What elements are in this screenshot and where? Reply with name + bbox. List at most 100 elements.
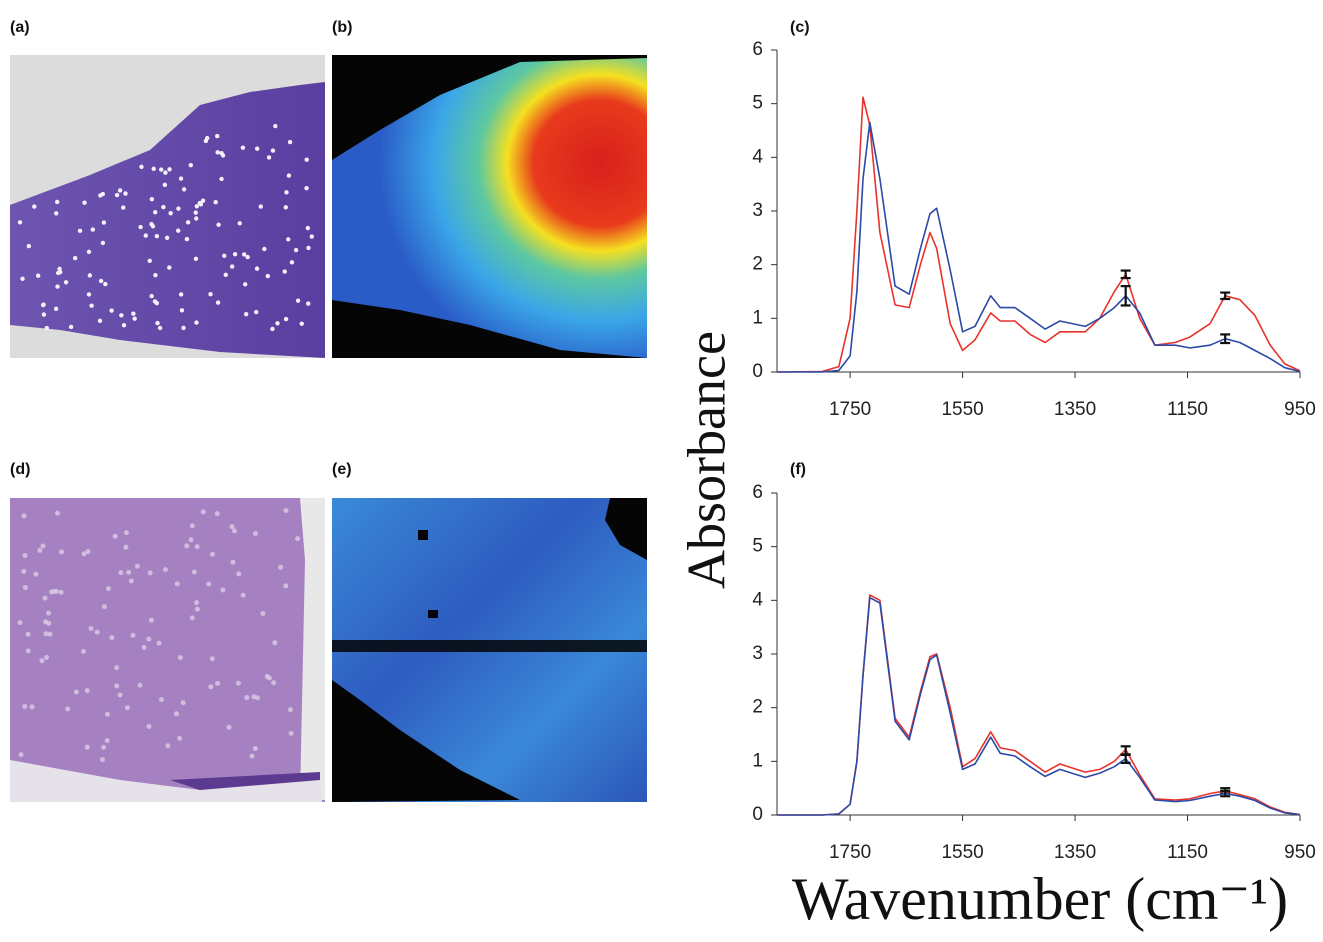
cell-dot <box>54 510 60 516</box>
cell-dot <box>176 206 181 211</box>
x-tick-label: 1350 <box>1054 842 1096 863</box>
cell-dot <box>181 325 186 331</box>
panel-label: (d) <box>10 461 30 478</box>
cell-dot <box>185 220 191 225</box>
cell-dot <box>194 320 199 325</box>
x-tick-label: 1750 <box>829 842 871 863</box>
spectrum-line <box>777 594 1301 816</box>
cell-dot <box>104 738 110 744</box>
cell-dot <box>215 133 220 139</box>
cell-dot <box>253 309 259 315</box>
cell-dot <box>37 547 43 553</box>
panel-label: (e) <box>332 461 352 478</box>
cell-dot <box>193 256 199 261</box>
y-tick-label: 1 <box>752 750 763 771</box>
cell-dot <box>177 655 183 661</box>
x-tick-label: 950 <box>1284 842 1316 863</box>
cell-dot <box>55 284 60 289</box>
cell-dot <box>124 705 130 711</box>
error-bar <box>1120 269 1131 280</box>
cell-dot <box>147 570 153 576</box>
panel-label: (f) <box>790 461 806 478</box>
cell-dot <box>104 711 110 717</box>
cell-dot <box>44 325 50 331</box>
y-tick-label: 5 <box>752 536 763 557</box>
cell-dot <box>179 308 185 313</box>
cell-dot <box>305 225 311 231</box>
panel-label: (a) <box>10 19 30 36</box>
cell-dot <box>134 563 140 569</box>
cell-dot <box>200 509 206 515</box>
cell-dot <box>235 680 241 686</box>
cell-dot <box>232 252 238 257</box>
cell-dot <box>278 564 284 570</box>
cell-dot <box>149 197 155 202</box>
cell-dot <box>148 617 154 623</box>
cell-dot <box>109 308 114 313</box>
cell-dot <box>157 325 163 331</box>
cell-dot <box>220 153 226 158</box>
cell-dot <box>283 507 289 513</box>
cell-dot <box>72 255 78 261</box>
cell-dot <box>254 266 260 271</box>
cell-dot <box>155 320 160 326</box>
cell-dot <box>167 167 172 172</box>
y-tick-label: 1 <box>752 307 763 328</box>
cell-dot <box>266 155 272 160</box>
x-tick-label: 1150 <box>1167 399 1208 420</box>
cell-dot <box>213 199 218 205</box>
y-tick-label: 4 <box>752 146 763 167</box>
cell-dot <box>245 254 250 260</box>
cell-dot <box>25 648 31 654</box>
cell-dot <box>77 228 83 234</box>
cell-dot <box>40 302 46 308</box>
x-tick-label: 1150 <box>1167 842 1208 863</box>
cell-dot <box>188 163 194 168</box>
cell-dot <box>146 723 152 729</box>
x-tick-label: 1550 <box>941 842 983 863</box>
cell-dot <box>80 648 86 654</box>
cell-dot <box>57 266 62 272</box>
cell-dot <box>101 220 107 225</box>
cell-dot <box>193 210 198 215</box>
cell-dot <box>46 610 52 616</box>
y-tick-label: 6 <box>752 482 763 503</box>
cell-dot <box>265 273 271 279</box>
cell-dot <box>214 511 220 517</box>
cell-dot <box>117 188 123 193</box>
cell-dot <box>138 224 143 230</box>
x-tick-label: 1350 <box>1054 399 1096 420</box>
cell-dot <box>264 673 270 679</box>
cell-dot <box>215 680 221 686</box>
cell-dot <box>243 311 249 317</box>
cell-dot <box>270 326 275 332</box>
cell-dot <box>49 589 55 595</box>
cell-dot <box>121 323 127 328</box>
cell-dot <box>164 235 170 240</box>
error-bar <box>1220 333 1231 345</box>
y-tick-label: 4 <box>752 589 763 610</box>
cell-dot <box>68 324 74 330</box>
error-bar <box>1120 753 1131 765</box>
cell-dot <box>131 311 136 316</box>
panel-label: (b) <box>332 19 352 36</box>
cell-dot <box>139 164 144 170</box>
cell-dot <box>271 680 277 686</box>
cell-dot <box>81 551 87 557</box>
heatmap-b <box>332 55 647 358</box>
cell-dot <box>41 312 47 317</box>
cell-dot <box>162 182 168 188</box>
cell-dot <box>203 138 209 144</box>
cell-dot <box>86 292 92 297</box>
cell-dot <box>22 553 28 559</box>
cell-dot <box>226 724 232 730</box>
cell-dot <box>63 280 69 285</box>
cell-dot <box>194 216 199 221</box>
cell-dot <box>22 704 28 710</box>
x-tick-label: 1550 <box>941 399 983 420</box>
cell-dot <box>258 204 263 209</box>
y-tick-label: 3 <box>752 200 763 221</box>
cell-dot <box>200 198 206 203</box>
cell-dot <box>47 631 53 637</box>
